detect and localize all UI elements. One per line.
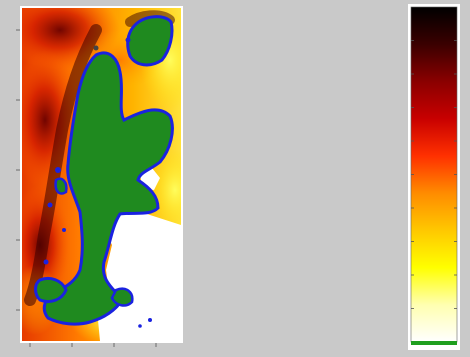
colorbar-panel <box>408 4 460 350</box>
colorbar-scale <box>410 6 458 343</box>
heatmap-axes <box>16 29 157 347</box>
coast-specks <box>43 37 152 328</box>
land-mask <box>34 15 174 326</box>
heat-coastal-band <box>24 24 102 306</box>
land-island-north <box>126 15 174 67</box>
no-data-region <box>98 205 181 341</box>
colorbar-ticks <box>411 40 457 309</box>
land-islet-west <box>54 177 68 195</box>
heat-hotspot-left <box>22 50 80 190</box>
heatmap-panel <box>16 6 183 347</box>
land-mainland <box>42 51 174 326</box>
colorbar-extension <box>411 341 457 345</box>
land-island-southwest <box>34 276 68 304</box>
land-island-south <box>110 287 134 307</box>
